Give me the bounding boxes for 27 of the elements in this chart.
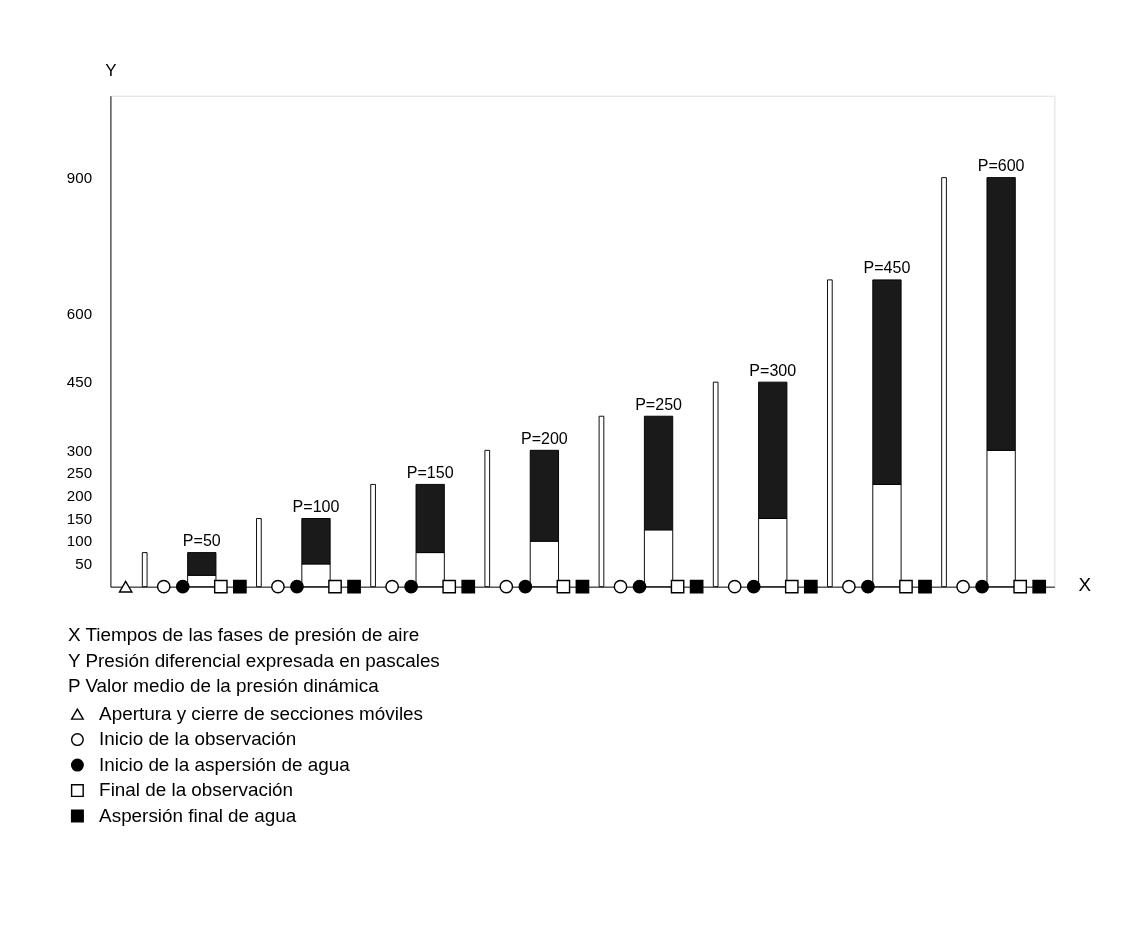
data-label: P=200 bbox=[520, 428, 568, 447]
text: X Tiempos de las fases de presión de aire bbox=[67, 624, 420, 646]
y-tick-label: 300 bbox=[66, 441, 93, 459]
data-label: P=450 bbox=[863, 258, 911, 277]
text: Y Presión diferencial expresada en pascales bbox=[67, 649, 440, 671]
y-tick-label: 150 bbox=[66, 509, 93, 527]
y-tick-label: 900 bbox=[66, 168, 93, 186]
y-tick-label: 100 bbox=[66, 532, 93, 550]
legend-label: Apertura y cierre de secciones móviles bbox=[99, 702, 424, 724]
y-tick-label: 250 bbox=[66, 464, 93, 482]
y-tick-label: 600 bbox=[66, 305, 93, 323]
y-tick-label: 200 bbox=[66, 486, 93, 504]
x-axis-title: X bbox=[1078, 573, 1092, 595]
data-label: P=250 bbox=[635, 394, 683, 413]
legend-label: Inicio de la aspersión de agua bbox=[99, 753, 351, 775]
data-label: P=100 bbox=[292, 496, 340, 515]
legend-label: Inicio de la observación bbox=[99, 728, 297, 750]
text: P Valor medio de la presión dinámica bbox=[67, 675, 380, 697]
y-axis-title: Y bbox=[105, 60, 117, 80]
data-label: P=300 bbox=[749, 360, 797, 379]
legend-label: Final de la observación bbox=[99, 779, 294, 801]
y-tick-label: 50 bbox=[75, 555, 93, 573]
data-label: P=600 bbox=[977, 156, 1025, 175]
legend-label: Aspersión final de agua bbox=[99, 804, 297, 826]
data-label: P=150 bbox=[406, 462, 454, 481]
data-label: P=50 bbox=[182, 530, 221, 549]
y-tick-label: 450 bbox=[66, 373, 93, 391]
